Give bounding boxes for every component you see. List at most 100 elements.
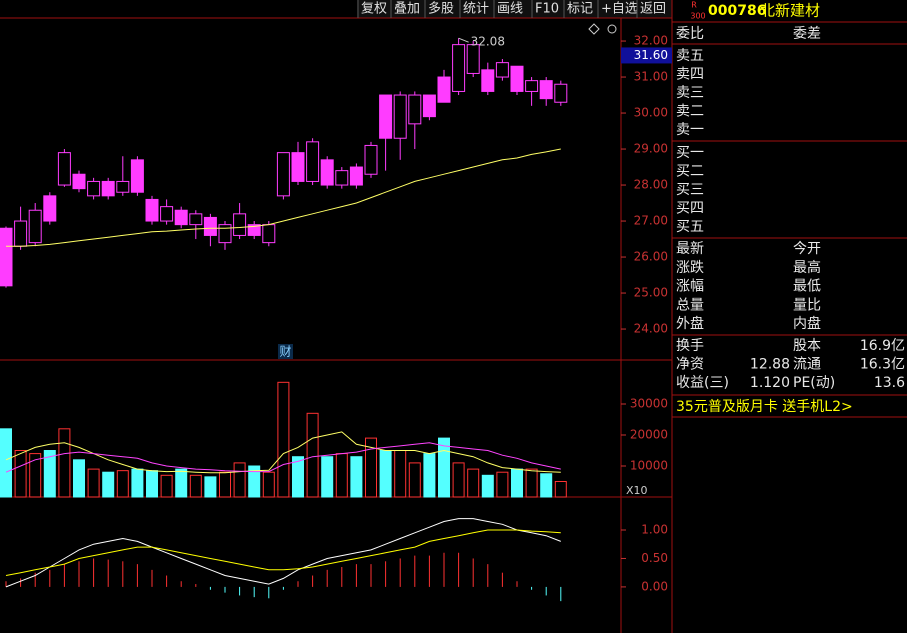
volume-bar	[423, 453, 436, 498]
candle-body	[320, 159, 334, 186]
stat-label: 今开	[793, 241, 821, 257]
candle-body	[14, 220, 28, 247]
candle-body	[0, 227, 13, 287]
stat-label: 最新	[676, 241, 704, 257]
candle-body	[262, 224, 276, 244]
fund-label: 流通	[793, 357, 821, 373]
y-tick-label: 0.50	[641, 551, 668, 565]
volume-ma-line	[5, 431, 561, 474]
unit-label: X10	[626, 484, 648, 497]
volume-bar	[408, 462, 421, 498]
volume-bar	[87, 468, 100, 498]
fund-value: 1.120	[750, 375, 790, 391]
volume-bar	[467, 468, 480, 498]
toolbar-button[interactable]: F10	[535, 2, 559, 17]
fund-value: 12.88	[750, 357, 790, 373]
candle-body	[408, 94, 422, 125]
volume-bar	[321, 456, 334, 498]
toolbar-button[interactable]: 统计	[463, 2, 489, 17]
candle-body	[174, 209, 188, 226]
candle-body	[510, 65, 524, 92]
candle-body	[291, 152, 305, 182]
stock-code: 000786	[708, 3, 766, 19]
volume-bar	[160, 474, 173, 498]
last-price-label: 31.60	[634, 48, 668, 62]
toolbar-button[interactable]: 叠加	[394, 2, 420, 17]
stat-label: 涨幅	[676, 279, 704, 295]
candle-body	[145, 198, 159, 222]
toolbar-button[interactable]: +自选	[601, 2, 638, 17]
candle-body	[481, 69, 495, 92]
fund-label: 收益(三)	[676, 375, 729, 391]
ask-label: 卖二	[676, 104, 704, 120]
bid-label: 买四	[676, 201, 704, 217]
volume-bar	[350, 456, 363, 498]
volume-bar	[292, 456, 304, 498]
candle-body	[130, 159, 144, 193]
candle-body	[437, 76, 451, 103]
stat-label: 涨跌	[676, 260, 704, 276]
y-tick-label: 31.00	[634, 70, 668, 84]
toolbar-button[interactable]: 复权	[361, 1, 387, 17]
y-tick-label: 26.00	[634, 250, 668, 264]
candle-body	[116, 180, 130, 193]
tool-icon[interactable]	[588, 23, 600, 35]
promo-link[interactable]: 35元普及版月卡 送手机L2>	[676, 399, 853, 415]
y-tick-label: 27.00	[634, 214, 668, 228]
volume-bar	[277, 381, 290, 498]
y-tick-label: 28.00	[634, 178, 668, 192]
volume-bar	[175, 468, 188, 498]
ask-label: 卖五	[676, 48, 704, 64]
volume-bar	[73, 459, 85, 498]
candle-body	[247, 224, 261, 236]
volume-bar	[29, 453, 42, 498]
volume-bar	[525, 468, 538, 498]
candle-body	[101, 180, 115, 197]
settings-icon[interactable]	[607, 24, 617, 34]
volume-bar	[496, 471, 509, 498]
toolbar-button[interactable]: 多股	[428, 1, 454, 17]
volume-bar	[379, 450, 392, 498]
y-tick-label: 10000	[630, 459, 668, 473]
bid-label: 买三	[676, 182, 704, 198]
candle-body	[218, 224, 232, 244]
candle-body	[189, 213, 203, 226]
y-tick-label: 30.00	[634, 106, 668, 120]
toolbar	[357, 0, 672, 18]
candle-body	[87, 180, 101, 197]
volume-ma-line	[5, 442, 561, 473]
y-tick-label: 0.00	[641, 579, 668, 593]
candle-body	[364, 144, 378, 175]
bid-label: 买一	[676, 145, 704, 161]
volume-bar	[306, 412, 319, 498]
event-marker[interactable]: 财	[279, 345, 291, 359]
volume-bar	[189, 474, 202, 498]
volume-bar	[219, 471, 231, 498]
quote-panel: R 300 000786 北新建材 委比 委差 35元普及版月卡 送手机L2>	[676, 1, 853, 416]
candle-body	[554, 83, 568, 103]
ma-line	[6, 148, 561, 247]
macd-line	[5, 529, 561, 576]
y-tick-label: 20000	[630, 428, 668, 442]
toolbar-button[interactable]: 标记	[567, 2, 593, 17]
candle-body	[393, 94, 407, 139]
candle-body	[466, 44, 480, 74]
y-tick-label: 29.00	[634, 142, 668, 156]
y-tick-label: 24.00	[634, 322, 668, 336]
candle-body	[276, 152, 290, 197]
y-tick-label: 1.00	[641, 523, 668, 537]
volume-bar	[452, 462, 465, 498]
toolbar-button[interactable]: 画线	[497, 2, 523, 17]
toolbar-button[interactable]: 返回	[640, 2, 666, 17]
candle-body	[379, 94, 393, 139]
volume-bar	[204, 476, 217, 498]
candle-body	[28, 209, 42, 244]
fund-value: 16.9亿	[860, 338, 905, 354]
volume-bar	[58, 428, 71, 498]
event-marker-box[interactable]	[278, 344, 293, 359]
y-tick-label: 32.00	[634, 34, 668, 48]
fund-label: PE(动)	[793, 375, 835, 391]
candle-body	[233, 213, 247, 236]
